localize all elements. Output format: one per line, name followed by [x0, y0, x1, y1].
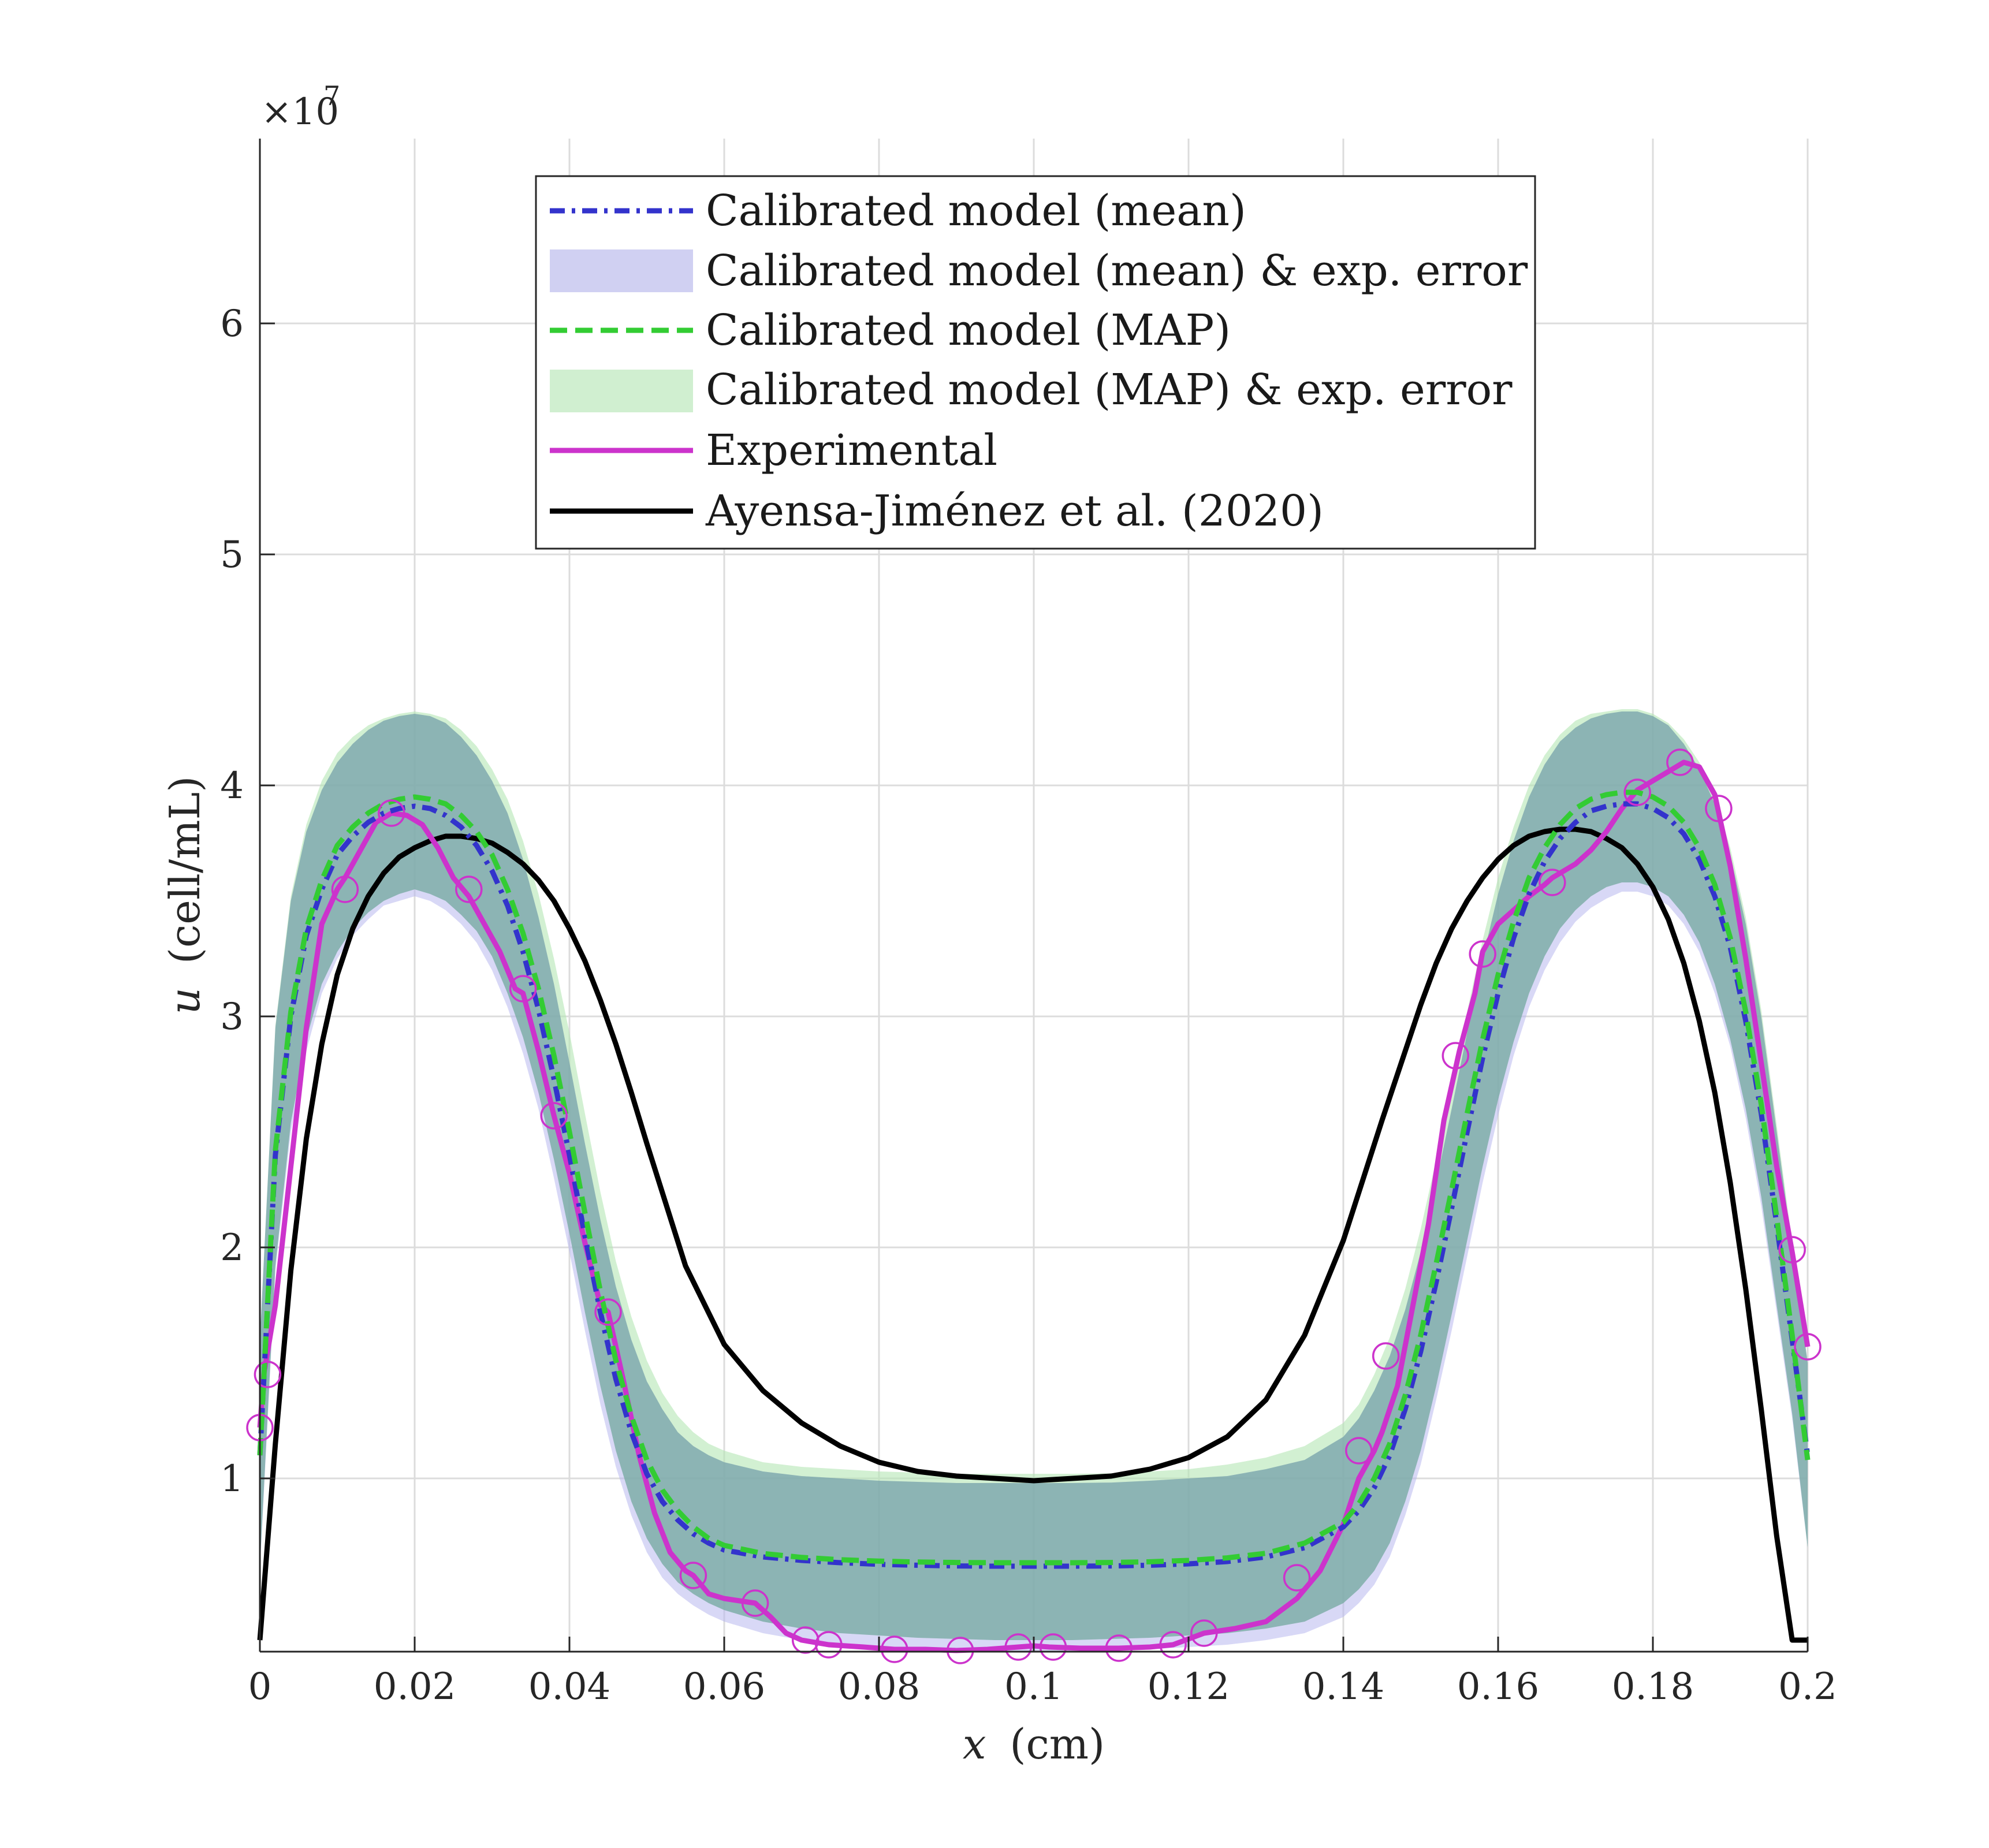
- x-tick-label: 0.02: [374, 1666, 456, 1708]
- y-axis-title: u (cell/mL): [161, 776, 209, 1015]
- experimental-marker: [1004, 1633, 1032, 1661]
- legend-label-mean-band: Calibrated model (mean) & exp. error: [706, 246, 1528, 296]
- legend-entry-ayensa: Ayensa-Jiménez et al. (2020): [550, 486, 1324, 536]
- legend-label-map: Calibrated model (MAP): [706, 305, 1231, 355]
- experimental-marker: [1345, 1437, 1373, 1465]
- y-axis-variable: u: [161, 988, 209, 1014]
- x-tick-label: 0.18: [1612, 1666, 1694, 1708]
- series-lines: [257, 759, 1811, 1653]
- experimental-marker: [378, 799, 405, 827]
- experimental-marker: [1039, 1633, 1067, 1661]
- legend-entry-map-band: Calibrated model (MAP) & exp. error: [550, 365, 1513, 415]
- x-axis-title: x (cm): [963, 1720, 1105, 1768]
- x-tick-label: 0.1: [1004, 1666, 1063, 1708]
- y-tick-label: 2: [220, 1227, 244, 1269]
- experimental-marker: [455, 875, 483, 903]
- experimental-marker: [679, 1562, 707, 1589]
- experimental-marker: [1159, 1631, 1187, 1659]
- legend-label-mean: Calibrated model (mean): [706, 186, 1246, 236]
- legend-label-ayensa: Ayensa-Jiménez et al. (2020): [705, 486, 1324, 536]
- legend-entry-mean: Calibrated model (mean): [550, 186, 1246, 236]
- legend-label-experimental: Experimental: [706, 426, 997, 475]
- experimental-marker: [1105, 1634, 1133, 1662]
- x-tick-label: 0.16: [1457, 1666, 1540, 1708]
- line-calibrated-mean: [257, 801, 1811, 1569]
- x-tick-label: 0.06: [683, 1666, 766, 1708]
- x-tick-label: 0.08: [838, 1666, 921, 1708]
- experimental-marker: [881, 1635, 908, 1663]
- experimental-marker: [331, 875, 359, 903]
- experimental-marker: [540, 1102, 568, 1130]
- experimental-marker: [254, 1361, 282, 1388]
- y-tick-label: 6: [220, 303, 244, 345]
- error-bands: [260, 709, 1808, 1652]
- experimental-marker: [1778, 1236, 1806, 1264]
- legend-entry-map: Calibrated model (MAP): [550, 305, 1231, 355]
- experimental-marker: [1794, 1333, 1822, 1361]
- experimental-marker: [815, 1631, 843, 1659]
- experimental-marker: [1666, 748, 1694, 776]
- y-tick-label: 1: [220, 1458, 244, 1500]
- experimental-marker: [946, 1637, 974, 1664]
- legend-label-map-band: Calibrated model (MAP) & exp. error: [706, 365, 1513, 415]
- experimental-marker: [1372, 1342, 1400, 1370]
- legend-box: [535, 175, 1536, 550]
- y-tick-label: 3: [220, 996, 244, 1038]
- line-ayensa-jimenez: [257, 826, 1808, 1643]
- y-axis-unit: (cell/mL): [161, 776, 209, 964]
- legend-swatch-map-band: [550, 370, 693, 412]
- x-tick-label: 0.04: [528, 1666, 611, 1708]
- experimental-marker: [1623, 778, 1651, 806]
- y-tick-label: 4: [220, 765, 244, 807]
- legend-entry-experimental: Experimental: [550, 426, 997, 475]
- experimental-marker: [1705, 795, 1733, 822]
- legend: Calibrated model (mean) Calibrated model…: [535, 175, 1536, 550]
- x-axis-unit: (cm): [1010, 1720, 1105, 1768]
- y-exponent-label: ×10 7: [261, 80, 340, 133]
- experimental-markers: [246, 748, 1822, 1664]
- experimental-marker: [741, 1589, 769, 1617]
- legend-swatch-mean-band: [550, 249, 693, 292]
- y-tick-label: 5: [220, 534, 244, 576]
- experimental-marker: [509, 975, 537, 1003]
- x-axis-variable: x: [963, 1720, 986, 1768]
- band-overlap: [260, 711, 1808, 1640]
- x-tick-label: 0.12: [1148, 1666, 1230, 1708]
- experimental-marker: [1190, 1619, 1218, 1647]
- x-tick-label: 0: [248, 1666, 272, 1708]
- y-exponent-power: 7: [323, 80, 340, 111]
- experimental-marker: [1539, 869, 1566, 896]
- experimental-marker: [594, 1298, 622, 1326]
- experimental-marker: [1469, 940, 1496, 968]
- ticks: 0 0.02 0.04 0.06 0.08 0.1 0.12 0.14 0.16 0.18 0.2 1…: [220, 303, 1837, 1708]
- y-exponent-base: ×10: [261, 91, 339, 133]
- experimental-marker: [1283, 1564, 1311, 1592]
- experimental-marker: [1442, 1042, 1470, 1070]
- line-calibrated-map: [257, 789, 1811, 1566]
- x-tick-label: 0.14: [1302, 1666, 1385, 1708]
- legend-entry-mean-band: Calibrated model (mean) & exp. error: [550, 246, 1528, 296]
- line-experimental: [257, 759, 1811, 1653]
- x-tick-label: 0.2: [1778, 1666, 1837, 1708]
- experimental-marker: [791, 1626, 820, 1654]
